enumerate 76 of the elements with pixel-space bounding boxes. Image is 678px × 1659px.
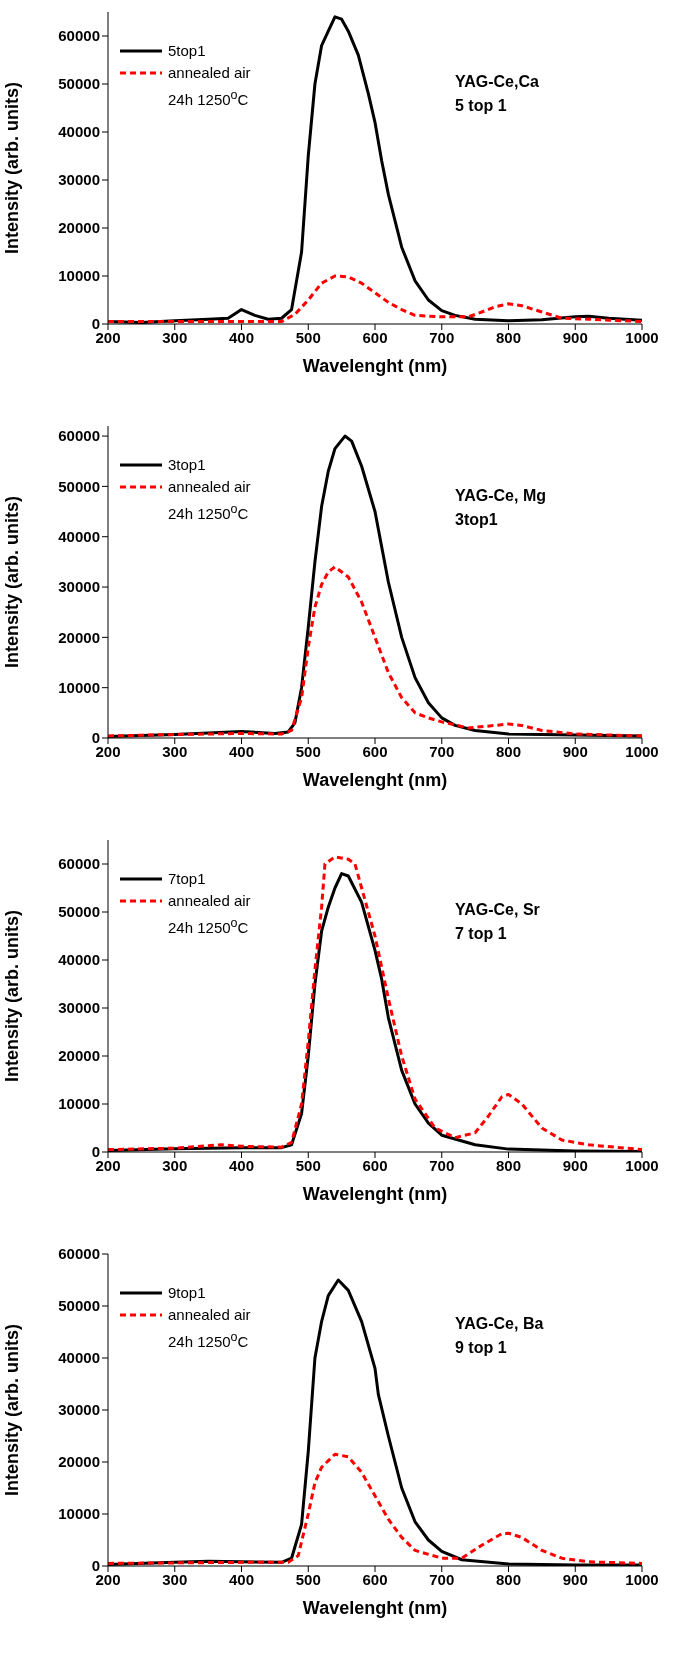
legend-label: 9top1 [168,1283,206,1303]
y-tick-label: 50000 [58,477,100,495]
y-tick-label: 10000 [58,267,100,285]
x-axis-title: Wavelenght (nm) [302,1184,448,1204]
x-tick-label: 1000 [625,328,659,346]
x-axis-title: Wavelenght (nm) [302,1598,448,1618]
y-tick-label: 50000 [58,1297,100,1315]
x-tick-label: 900 [562,742,588,760]
legend-label: annealed air 24h 1250$^{o}$C [168,891,251,938]
y-tick-label: 60000 [58,427,100,445]
y-tick-label: 40000 [58,1349,100,1367]
x-axis-title: Wavelenght (nm) [302,770,448,790]
y-axis-title: Intensity (arb. units) [2,909,23,1083]
x-tick-label: 300 [162,742,188,760]
x-tick-label: 1000 [625,742,659,760]
y-tick-label: 30000 [58,171,100,189]
y-tick-label: 20000 [58,1047,100,1065]
legend-label: 5top1 [168,41,206,61]
x-tick-label: 400 [228,1156,255,1174]
x-tick-label: 600 [362,1570,388,1588]
annotation: YAG-Ce, Mg 3top1 [455,486,546,530]
x-tick-label: 500 [295,1156,321,1174]
y-tick-label: 20000 [58,219,100,237]
x-tick-label: 500 [295,1570,321,1588]
x-tick-label: 900 [562,1156,588,1174]
annotation: YAG-Ce,Ca 5 top 1 [455,72,539,116]
y-tick-label: 40000 [58,528,100,546]
x-tick-label: 1000 [625,1570,659,1588]
legend-label: 7top1 [168,869,206,889]
x-tick-label: 700 [429,328,455,346]
x-tick-label: 800 [495,742,522,760]
legend-label: annealed air 24h 1250$^{o}$C [168,477,251,524]
y-tick-label: 60000 [58,855,100,873]
y-axis-title: Intensity (arb. units) [2,81,23,255]
annotation: YAG-Ce, Ba 9 top 1 [455,1314,544,1358]
y-tick-label: 20000 [58,628,100,646]
x-tick-label: 400 [228,1570,255,1588]
x-tick-label: 600 [362,1156,388,1174]
y-tick-label: 60000 [58,1245,100,1263]
x-tick-label: 700 [429,1156,455,1174]
legend-label: 3top1 [168,455,206,475]
y-tick-label: 40000 [58,951,100,969]
x-tick-label: 500 [295,328,321,346]
y-tick-label: 30000 [58,999,100,1017]
x-tick-label: 300 [162,1570,188,1588]
x-tick-label: 600 [362,742,388,760]
x-tick-label: 700 [429,742,455,760]
x-tick-label: 800 [495,1570,522,1588]
y-tick-label: 50000 [58,75,100,93]
x-tick-label: 1000 [625,1156,659,1174]
x-tick-label: 600 [362,328,388,346]
x-tick-label: 700 [429,1570,455,1588]
x-tick-label: 800 [495,328,522,346]
y-tick-label: 40000 [58,123,100,141]
x-axis-title: Wavelenght (nm) [302,356,448,376]
y-tick-label: 30000 [58,1401,100,1419]
x-tick-label: 400 [228,742,255,760]
y-tick-label: 10000 [58,1095,100,1113]
x-tick-label: 300 [162,1156,188,1174]
y-axis-title: Intensity (arb. units) [2,1323,23,1497]
y-tick-label: 30000 [58,578,100,596]
annotation: YAG-Ce, Sr 7 top 1 [455,900,540,944]
y-tick-label: 60000 [58,27,100,45]
legend-label: annealed air 24h 1250$^{o}$C [168,63,251,110]
x-tick-label: 800 [495,1156,522,1174]
x-tick-label: 900 [562,1570,588,1588]
x-tick-label: 400 [228,328,255,346]
x-tick-label: 900 [562,328,588,346]
x-tick-label: 300 [162,328,188,346]
y-tick-label: 50000 [58,903,100,921]
legend-label: annealed air 24h 1250$^{o}$C [168,1305,251,1352]
y-tick-label: 10000 [58,1505,100,1523]
y-axis-title: Intensity (arb. units) [2,495,23,669]
x-tick-label: 500 [295,742,321,760]
y-tick-label: 20000 [58,1453,100,1471]
y-tick-label: 10000 [58,679,100,696]
